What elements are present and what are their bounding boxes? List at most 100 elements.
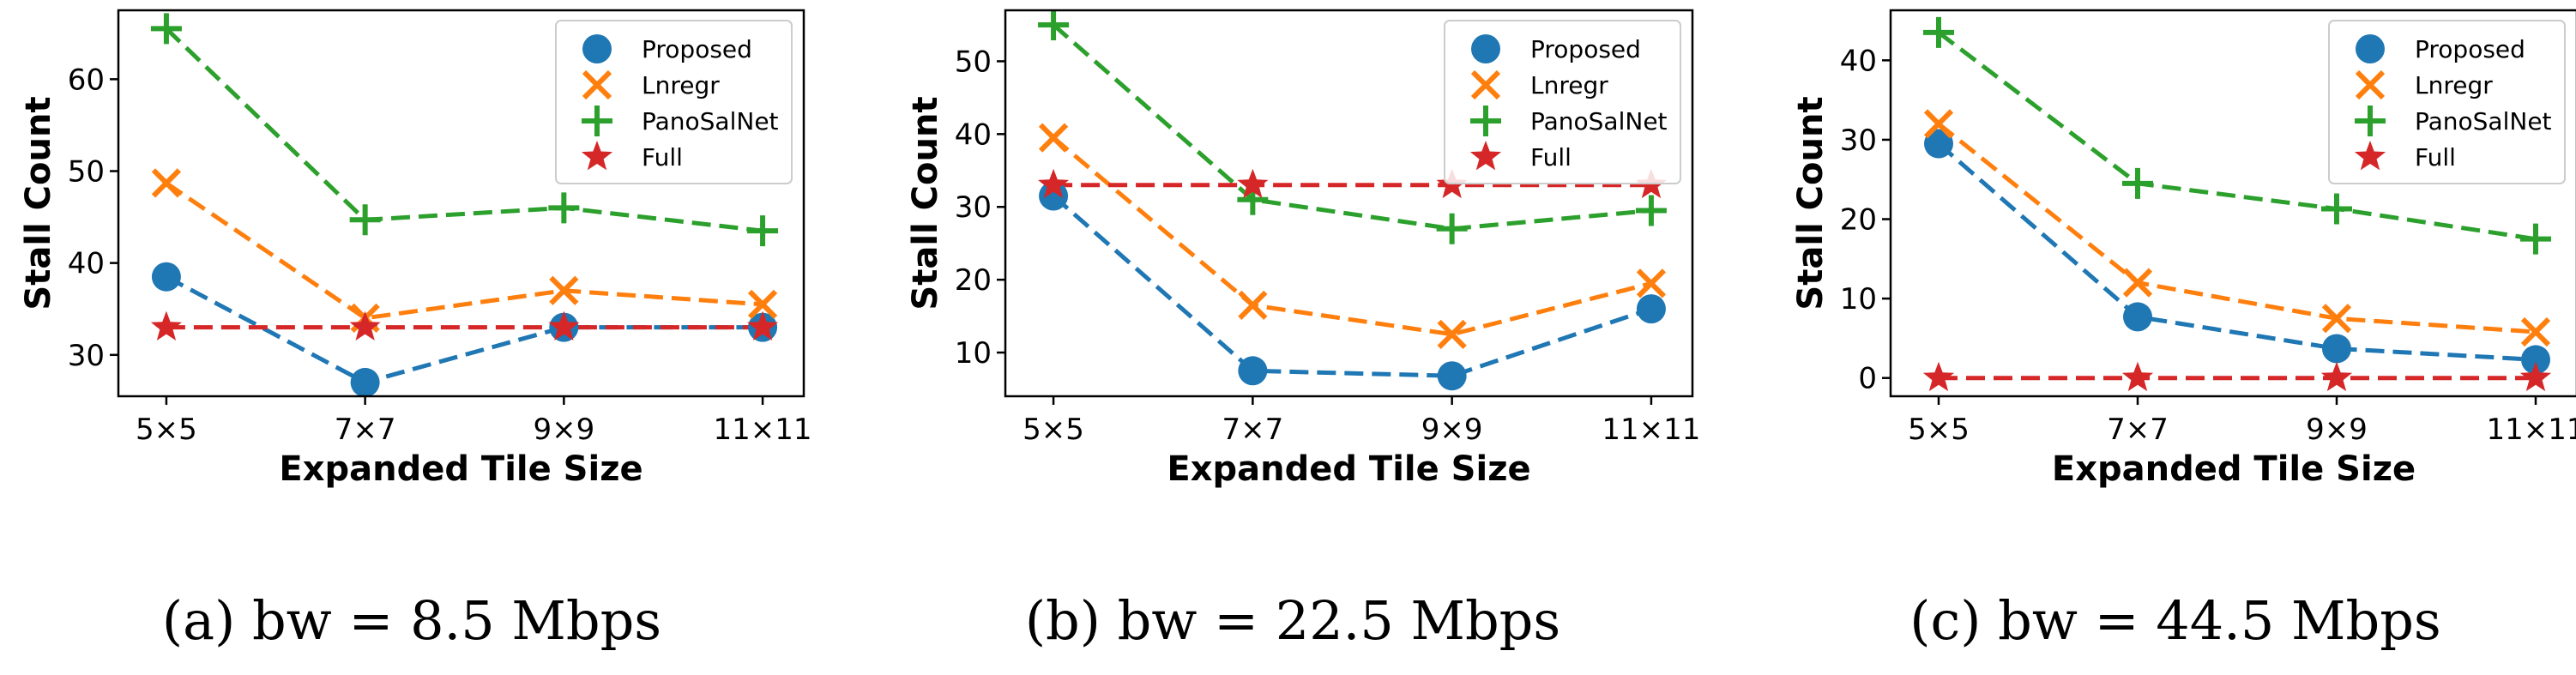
series-line-proposed [1052, 194, 1652, 378]
y-tick-label: 20 [1840, 203, 1877, 238]
data-point-full [2121, 361, 2154, 392]
data-point-panosalnet [150, 13, 182, 45]
series-line-panosalnet [165, 27, 763, 233]
data-point-full [150, 310, 182, 341]
data-point-lnregr [2321, 304, 2352, 334]
y-tick-label: 60 [68, 63, 105, 97]
y-axis-label: Stall Count [1791, 96, 1831, 310]
x-tick-label: 7×7 [335, 413, 396, 447]
plot-frame [1004, 9, 1694, 398]
legend-label-panosalnet: PanoSalNet [2415, 107, 2552, 136]
series-line-lnregr [1937, 122, 2537, 334]
x-tick-label: 5×5 [1023, 413, 1084, 447]
data-point-panosalnet [1038, 9, 1070, 40]
legend: Proposed Lnregr PanoSalNet Full [555, 20, 793, 184]
x-tick-label: 11×11 [1602, 413, 1700, 447]
legend-marker-panosalnet [582, 105, 612, 136]
data-point-panosalnet [1635, 195, 1667, 226]
legend-marker-lnregr [582, 69, 612, 100]
data-point-proposed [1039, 181, 1069, 211]
data-point-lnregr [1636, 268, 1667, 298]
legend-marker-lnregr [1470, 69, 1501, 100]
data-point-proposed [2521, 345, 2550, 375]
data-point-lnregr [2122, 268, 2153, 298]
legend-marker-proposed [582, 34, 612, 63]
plot-frame [1889, 9, 2576, 398]
data-point-proposed [1924, 129, 1953, 159]
chart-panel-b: 10 20 30 40 50 5×5 7×7 9×9 11×11 Expanded Tile Si… [906, 9, 1700, 652]
legend-label-lnregr: Lnregr [642, 71, 720, 99]
x-tick-label: 5×5 [136, 413, 197, 447]
data-point-proposed [1437, 361, 1467, 391]
legend-marker-panosalnet [2355, 105, 2386, 136]
caption-paren-open: ( [162, 589, 183, 652]
y-tick-label: 40 [1840, 44, 1877, 78]
series-line-panosalnet [1052, 23, 1652, 232]
y-tick-label: 30 [1840, 124, 1877, 158]
caption-letter: b [1046, 589, 1080, 652]
series-line-lnregr [1052, 136, 1652, 337]
legend-label-full: Full [2415, 143, 2456, 172]
legend-box [555, 20, 793, 184]
data-point-proposed [1238, 356, 1268, 386]
legend: Proposed Lnregr PanoSalNet Full [1444, 20, 1681, 184]
x-tick-label: 11×11 [2486, 413, 2576, 447]
data-point-lnregr [1923, 109, 1954, 139]
data-point-lnregr [1038, 123, 1069, 153]
y-tick-label: 10 [955, 336, 992, 371]
legend-box [1444, 20, 1681, 184]
plot-frame [117, 9, 805, 398]
legend: Proposed Lnregr PanoSalNet Full [2328, 20, 2566, 184]
y-tick-label: 0 [1858, 362, 1877, 396]
data-point-proposed [2322, 334, 2351, 364]
data-point-panosalnet [1436, 213, 1468, 244]
data-point-lnregr [1238, 290, 1268, 320]
data-point-panosalnet [548, 192, 580, 224]
legend-label-panosalnet: PanoSalNet [642, 107, 779, 136]
caption-paren-close: ) [1960, 589, 1998, 652]
y-tick-label: 40 [68, 247, 105, 281]
caption-paren-open: ( [1909, 589, 1930, 652]
panel-caption: (b) bw = 22.5 Mbps [1025, 589, 1560, 652]
y-tick-label: 20 [955, 263, 992, 298]
panel-caption: (c) bw = 44.5 Mbps [1909, 589, 2440, 652]
caption-paren-open: ( [1025, 589, 1046, 652]
data-point-proposed [1636, 294, 1666, 324]
data-point-lnregr [1437, 319, 1467, 349]
data-point-lnregr [151, 168, 182, 198]
data-point-panosalnet [1923, 16, 1954, 48]
legend-label-full: Full [1530, 143, 1572, 172]
x-tick-label: 7×7 [2107, 413, 2169, 447]
legend-marker-panosalnet [1470, 105, 1501, 136]
x-tick-label: 5×5 [1908, 413, 1970, 447]
caption-paren-close: ) [1080, 589, 1118, 652]
x-tick-label: 11×11 [714, 413, 812, 447]
caption-text: bw = 44.5 Mbps [1998, 589, 2441, 652]
y-tick-label: 50 [955, 45, 992, 79]
y-tick-label: 40 [955, 118, 992, 152]
x-tick-label: 9×9 [2306, 413, 2368, 447]
legend-label-proposed: Proposed [2415, 35, 2525, 63]
x-tick-label: 9×9 [1421, 413, 1483, 447]
legend-label-proposed: Proposed [642, 35, 752, 63]
y-axis-label: Stall Count [19, 96, 58, 310]
legend-label-lnregr: Lnregr [2415, 71, 2493, 99]
caption-letter: a [183, 589, 214, 652]
data-point-panosalnet [2520, 223, 2551, 255]
y-axis-label: Stall Count [906, 96, 945, 310]
caption-text: bw = 22.5 Mbps [1118, 589, 1561, 652]
x-tick-label: 7×7 [1222, 413, 1283, 447]
data-point-lnregr [747, 289, 778, 319]
legend-label-full: Full [642, 143, 683, 172]
data-point-full [548, 310, 580, 341]
legend-box [2328, 20, 2566, 184]
data-point-proposed [151, 262, 181, 292]
data-point-panosalnet [747, 215, 779, 247]
legend-marker-full [2354, 141, 2386, 171]
legend-marker-lnregr [2355, 69, 2386, 100]
chart-panel-c: 0 10 20 30 40 5×5 7×7 9×9 11×11 Expanded Tile Siz… [1791, 9, 2576, 652]
x-axis-label: Expanded Tile Size [279, 449, 642, 489]
data-point-panosalnet [349, 204, 381, 236]
series-line-proposed [1937, 142, 2537, 362]
